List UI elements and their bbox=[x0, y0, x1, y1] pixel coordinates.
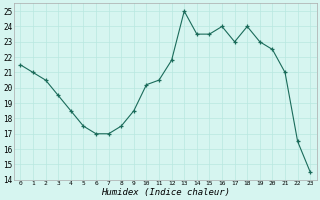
X-axis label: Humidex (Indice chaleur): Humidex (Indice chaleur) bbox=[101, 188, 230, 197]
